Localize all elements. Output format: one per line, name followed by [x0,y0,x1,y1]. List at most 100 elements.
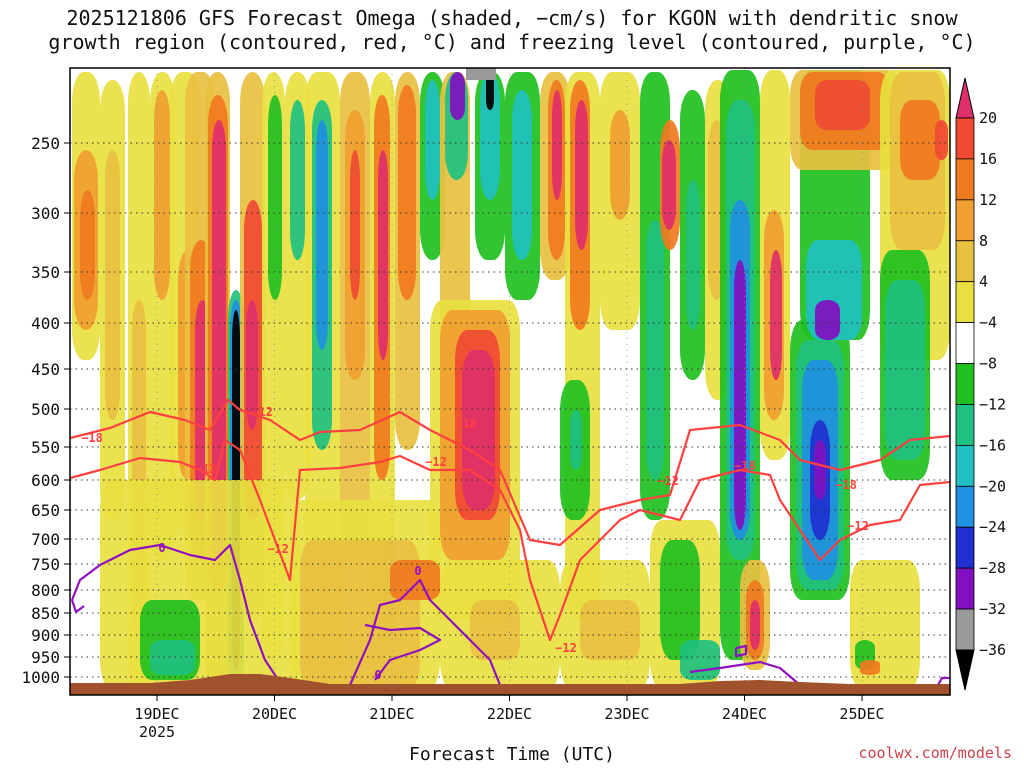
shading-cell [680,640,720,680]
contour-label-freezing: 0 [158,541,165,555]
shading-cell [150,640,195,675]
contour-dendritic-lower [70,438,950,642]
shading-cell [466,68,496,80]
shading-cell [885,280,925,460]
colorbar-swatch [955,240,975,283]
terrain [70,674,950,695]
contour-label-freezing: 0 [374,668,381,682]
y-tick-label: 250 [31,134,60,153]
colorbar-tick-label: −8 [979,355,997,373]
shading-cell [105,150,120,420]
contour-freezing-left-tail [70,599,85,614]
contour-label-dendritic: −12 [267,542,289,556]
x-tick-label: 25DEC [839,705,884,723]
shading-cell [398,85,416,300]
shading-cell [425,80,440,200]
colorbar: 20 16 12 8 4 −4 −8 −12 −16 −20 −24 −28 −32 −36 [955,77,1006,691]
y-tick-label: 350 [31,263,60,282]
shading-cell [900,100,940,180]
shading-cell [662,140,676,230]
contour-label-dendritic: −12 [555,641,577,655]
contour-freezing-right [689,660,801,686]
x-tick-label: 24DEC [722,705,767,723]
shading-cell [580,600,640,660]
shading-cell [268,95,282,300]
shading-cell [290,100,305,260]
contour-freezing-left [70,543,286,691]
shading-cell [815,80,870,130]
colorbar-tick-label: 8 [979,232,988,250]
contour-label-dendritic: −12 [425,455,447,469]
y-tick-label: 700 [31,530,60,549]
y-tick-label: 900 [31,626,60,645]
colorbar-swatch [955,158,975,201]
contour-dendritic-upper [70,398,950,547]
shading-cell [80,190,95,300]
x-tick-label: 19DEC [134,705,179,723]
shading-cell [814,440,826,500]
contour-label-dendritic: −18 [81,431,103,445]
y-tick-label: 800 [31,581,60,600]
y-tick-label: 1000 [21,668,60,687]
contour-freezing-mid-inner [364,623,442,681]
colorbar-swatch [955,404,975,446]
contour-label-dendritic: −18 [835,478,857,492]
y-tick-label: 450 [31,360,60,379]
shading-cell [750,600,760,650]
grid-lines [70,68,950,695]
y-tick-label: 400 [31,314,60,333]
colorbar-tick-label: −4 [979,314,997,332]
colorbar-top-arrow [955,77,975,119]
credit-text: coolwx.com/models [858,744,1012,762]
contour-label-dendritic: −18 [734,459,756,473]
colorbar-tick-label: −28 [979,559,1006,577]
colorbar-swatch [955,322,975,364]
shading-cell [610,110,630,220]
contour-freezing-right-dot [734,644,748,658]
contours: −18 −12 −18 −12 −12 −18 −12 −18 −12 −12 −12 0 0 0 [70,398,950,691]
shading-cell [316,120,328,350]
colorbar-swatch [955,526,975,569]
shading-cell [486,72,494,110]
shading-cell [646,220,664,480]
y-tick-label: 950 [31,648,60,667]
x-year-label: 2025 [139,723,175,741]
colorbar-tick-label: −36 [979,641,1006,659]
colorbar-tick-label: 16 [979,150,997,168]
x-axis-title: Forecast Time (UTC) [409,744,615,765]
shading-cell [246,300,258,430]
colorbar-swatch [955,567,975,610]
colorbar-swatch [955,199,975,242]
contour-label-dendritic: −12 [195,462,217,476]
shading-cell [686,180,700,330]
colorbar-swatch [955,281,975,324]
contour-label-freezing: 0 [414,564,421,578]
title-line-2: growth region (contoured, red, °C) and f… [48,30,976,54]
omega-shading [72,68,950,690]
shading-cell [450,72,465,120]
x-axis: 19DEC 20DEC 21DEC 22DEC 23DEC 24DEC 25DEC 2025 [134,695,885,741]
y-tick-label: 500 [31,400,60,419]
colorbar-swatch [955,444,975,487]
shading-cell [480,72,500,200]
y-tick-label: 550 [31,438,60,457]
shading-cell [815,300,840,340]
colorbar-tick-label: −12 [979,395,1006,413]
x-tick-label: 21DEC [369,705,414,723]
shading-cell [660,540,700,660]
colorbar-bottom-arrow [955,649,975,691]
shading-cell [552,90,562,200]
colorbar-tick-label: −20 [979,477,1006,495]
contour-label-dendritic: −12 [847,519,869,533]
y-tick-label: 750 [31,555,60,574]
colorbar-tick-label: 12 [979,191,997,209]
y-tick-label: 850 [31,604,60,623]
contour-label-dendritic: −18 [455,417,477,431]
shading-cell [770,250,782,380]
shading-cell [734,260,746,530]
colorbar-swatch [955,363,975,405]
y-tick-label: 600 [31,471,60,490]
x-tick-label: 23DEC [604,705,649,723]
shading-cell [570,410,582,470]
